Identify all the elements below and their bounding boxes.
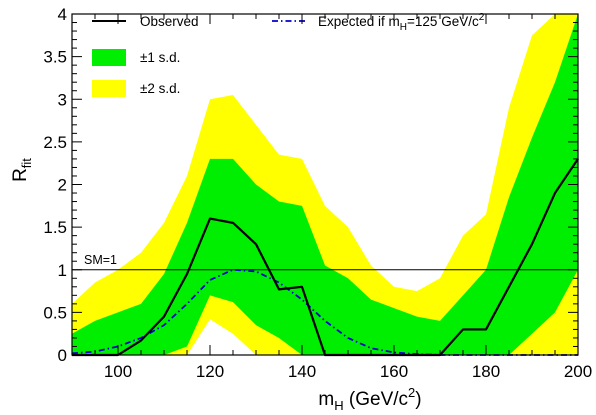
x-tick-label: 200 [564, 362, 592, 381]
legend-expected-sup: 2 [479, 12, 485, 23]
y-axis-label: Rfit [10, 158, 34, 182]
x-label-rest: (GeV/c [344, 389, 408, 410]
x-tick-label: 100 [104, 362, 132, 381]
y-tick-label: 0 [58, 346, 67, 365]
y-tick-label: 3 [58, 90, 67, 109]
x-axis-label: mH (GeV/c2) [318, 385, 421, 413]
y-tick-label: 1 [58, 261, 67, 280]
y-tick-label: 0.5 [43, 303, 67, 322]
legend-expected-sub: H [400, 22, 407, 33]
y-tick-label: 2 [58, 176, 67, 195]
legend-observed-label: Observed [140, 14, 199, 29]
x-label-sup: 2 [408, 385, 415, 400]
y-tick-label: 1.5 [43, 218, 67, 237]
legend-1sd-swatch [92, 49, 126, 66]
y-tick-label: 2.5 [43, 133, 67, 152]
x-tick-label: 120 [196, 362, 224, 381]
legend-1sd-label: ±1 s.d. [140, 50, 180, 65]
x-axis: 100 120 140 160 180 200 [71, 14, 592, 381]
legend-expected-pre: Expected if m [318, 14, 400, 29]
y-tick-label: 3.5 [43, 48, 67, 67]
x-label-sub: H [334, 398, 343, 413]
y-label-sub: fit [19, 158, 34, 169]
x-tick-label: 140 [288, 362, 316, 381]
legend-2sd-swatch [92, 80, 126, 97]
x-tick-label: 180 [472, 362, 500, 381]
legend-2sd-label: ±2 s.d. [140, 81, 180, 96]
y-axis: 0 0.5 1 1.5 2 2.5 3 3.5 4 [43, 5, 578, 365]
legend: Observed ±1 s.d. ±2 s.d. Expected if mH=… [92, 12, 485, 97]
x-label-main: m [318, 389, 334, 410]
y-tick-label: 4 [58, 5, 67, 24]
legend-expected-label: Expected if mH=125 GeV/c2 [318, 12, 485, 33]
plot-area [71, 14, 579, 357]
x-tick-label: 160 [380, 362, 408, 381]
sm-reference-label: SM=1 [84, 253, 117, 267]
legend-expected-mid: =125 GeV/c [407, 14, 479, 29]
x-label-end: ) [415, 389, 421, 410]
y-label-main: R [10, 168, 31, 182]
